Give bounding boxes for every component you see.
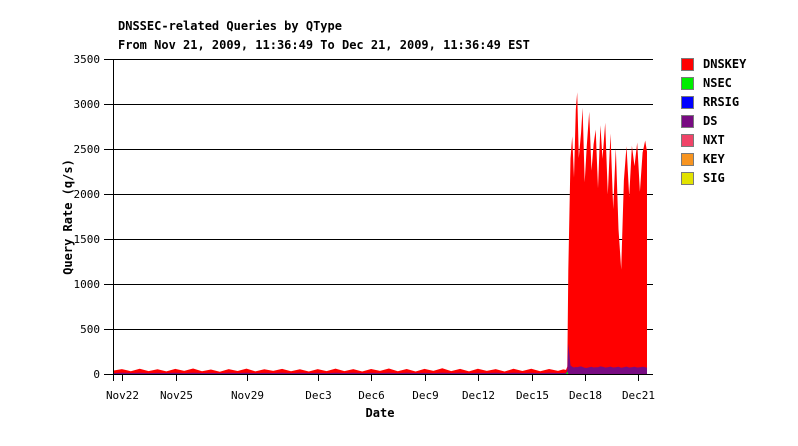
legend-label-key: KEY	[703, 152, 725, 166]
legend-label-nsec: NSEC	[703, 76, 732, 90]
legend-swatch-rrsig-icon	[681, 96, 694, 109]
y-axis-label: Query Rate (q/s)	[61, 159, 75, 275]
y-tick-label: 1000	[74, 278, 101, 291]
legend-item-nsec: NSEC	[681, 77, 746, 90]
legend-swatch-key-icon	[681, 153, 694, 166]
legend-item-key: KEY	[681, 153, 746, 166]
legend-label-sig: SIG	[703, 171, 725, 185]
x-tick-label: Nov25	[160, 389, 193, 402]
legend-item-rrsig: RRSIG	[681, 96, 746, 109]
y-tick-label: 1500	[74, 233, 101, 246]
legend-label-rrsig: RRSIG	[703, 95, 740, 109]
legend-swatch-dnskey-icon	[681, 58, 694, 71]
x-tick-label: Dec3	[305, 389, 332, 402]
legend: DNSKEY NSEC RRSIG DS NXT KEY SIG	[681, 58, 746, 191]
legend-item-ds: DS	[681, 115, 746, 128]
x-tick-label: Nov29	[231, 389, 264, 402]
legend-label-ds: DS	[703, 114, 718, 128]
x-tick-label: Dec12	[462, 389, 495, 402]
legend-label-nxt: NXT	[703, 133, 725, 147]
chart-subtitle: From Nov 21, 2009, 11:36:49 To Dec 21, 2…	[118, 38, 530, 52]
y-tick-label: 2500	[74, 143, 101, 156]
y-tick-label: 500	[80, 323, 100, 336]
x-tick-label: Dec6	[358, 389, 385, 402]
x-axis-label: Date	[365, 406, 395, 420]
legend-label-dnskey: DNSKEY	[703, 57, 747, 71]
x-tick-label: Nov22	[106, 389, 139, 402]
y-tick-label: 2000	[74, 188, 101, 201]
chart-title: DNSSEC-related Queries by QType	[118, 19, 342, 33]
legend-item-nxt: NXT	[681, 134, 746, 147]
legend-swatch-sig-icon	[681, 172, 694, 185]
dnskey-area	[113, 92, 647, 375]
x-tick-label: Dec21	[622, 389, 655, 402]
legend-item-dnskey: DNSKEY	[681, 58, 746, 71]
ds-area	[113, 343, 647, 374]
legend-item-sig: SIG	[681, 172, 746, 185]
legend-swatch-nxt-icon	[681, 134, 694, 147]
x-tick-label: Dec15	[516, 389, 549, 402]
x-tick-label: Dec18	[569, 389, 602, 402]
legend-swatch-nsec-icon	[681, 77, 694, 90]
y-tick-label: 3000	[74, 98, 101, 111]
y-tick-label: 3500	[74, 53, 101, 66]
y-tick-label: 0	[93, 368, 100, 381]
legend-swatch-ds-icon	[681, 115, 694, 128]
x-tick-label: Dec9	[412, 389, 439, 402]
